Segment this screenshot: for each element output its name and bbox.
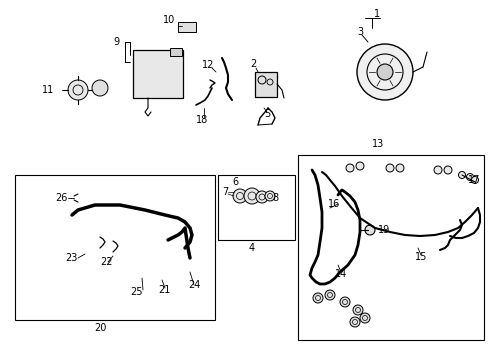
Circle shape [92,80,108,96]
Circle shape [395,164,403,172]
Circle shape [349,317,359,327]
Circle shape [312,293,323,303]
Circle shape [443,166,451,174]
Text: 23: 23 [65,253,77,263]
Circle shape [359,313,369,323]
Text: 4: 4 [248,243,255,253]
Circle shape [68,80,88,100]
Text: 22: 22 [100,257,112,267]
Circle shape [244,188,260,204]
Circle shape [466,174,472,180]
Bar [218,175,294,240]
Text: 17: 17 [467,175,479,185]
Text: 16: 16 [327,199,340,209]
Circle shape [433,166,441,174]
Text: 18: 18 [196,115,208,125]
Text: 7: 7 [222,187,228,197]
Circle shape [458,171,465,179]
Text: 8: 8 [271,193,278,203]
Circle shape [346,164,353,172]
Bar [178,22,196,32]
Circle shape [385,164,393,172]
Circle shape [356,44,412,100]
Circle shape [470,176,478,184]
Text: 20: 20 [94,323,106,333]
Text: 14: 14 [334,269,346,279]
Circle shape [256,191,267,203]
Circle shape [355,162,363,170]
Circle shape [232,189,246,203]
Text: 13: 13 [371,139,384,149]
Circle shape [325,290,334,300]
Circle shape [339,297,349,307]
Text: 24: 24 [187,280,200,290]
Circle shape [364,225,374,235]
Text: 15: 15 [414,252,427,262]
Text: 21: 21 [158,285,170,295]
Circle shape [264,191,274,201]
Bar [170,48,182,56]
Circle shape [376,64,392,80]
Bar [297,155,483,340]
Text: 1: 1 [373,9,379,19]
Text: 2: 2 [249,59,256,69]
Bar [133,50,183,98]
Text: 11: 11 [42,85,54,95]
Circle shape [352,305,362,315]
Text: 12: 12 [202,60,214,70]
Text: 9: 9 [113,37,119,47]
Bar [15,175,215,320]
Bar [254,72,276,97]
Text: 3: 3 [356,27,363,37]
Text: 6: 6 [231,177,238,187]
Text: 26: 26 [55,193,67,203]
Text: 5: 5 [264,109,270,119]
Text: 10: 10 [163,15,175,25]
Text: 19: 19 [377,225,389,235]
Text: 25: 25 [130,287,142,297]
